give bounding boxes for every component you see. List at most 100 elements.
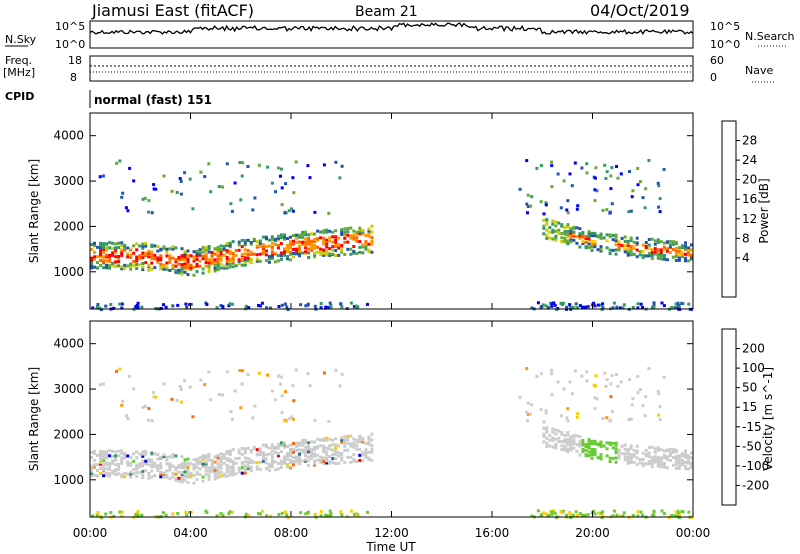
velocity-ylabel: Slant Range [km]	[27, 367, 41, 471]
echo-cell	[174, 269, 178, 273]
echo-cell	[677, 303, 681, 307]
echo-cell	[364, 240, 368, 244]
echo-cell	[593, 384, 597, 388]
echo-cell	[611, 238, 615, 242]
echo-cell	[216, 254, 220, 258]
echo-cell	[313, 255, 317, 259]
echo-cell	[355, 460, 359, 463]
echo-cell	[355, 444, 359, 448]
echo-cell	[578, 453, 582, 457]
echo-cell	[150, 460, 154, 464]
echo-cell	[228, 257, 232, 261]
echo-cell	[243, 447, 247, 451]
echo-cell	[141, 262, 145, 265]
echo-cell	[358, 232, 362, 236]
echo-cell	[647, 254, 651, 258]
echo-cell	[355, 306, 359, 310]
time-axis-label: Time UT	[365, 540, 416, 554]
echo-cell	[105, 456, 109, 460]
echo-cell	[310, 246, 314, 250]
echo-cell	[207, 477, 211, 481]
echo-cell	[569, 227, 573, 231]
echo-cell	[201, 250, 205, 254]
echo-cell	[111, 459, 115, 463]
echo-cell	[585, 370, 589, 374]
echo-cell	[680, 255, 684, 259]
echo-cell	[338, 176, 342, 180]
echo-cell	[590, 231, 594, 235]
echo-cell	[177, 256, 181, 259]
echo-cell	[147, 255, 151, 259]
echo-cell	[298, 452, 301, 456]
echo-cell	[638, 250, 642, 254]
echo-cell	[662, 253, 666, 257]
echo-cell	[544, 409, 548, 413]
echo-cell	[539, 514, 543, 518]
echo-cell	[126, 463, 130, 467]
echo-cell	[264, 453, 268, 457]
echo-cell	[168, 455, 172, 459]
echo-cell	[295, 460, 298, 464]
echo-cell	[612, 301, 616, 305]
echo-cell	[231, 265, 235, 269]
echo-cell	[629, 245, 633, 249]
echo-cell	[159, 247, 163, 251]
echo-cell	[635, 456, 639, 460]
echo-cell	[565, 513, 569, 517]
echo-cell	[217, 185, 221, 188]
echo-cell	[207, 264, 211, 268]
echo-cell	[361, 230, 365, 234]
echo-cell	[560, 432, 564, 436]
echo-cell	[102, 260, 106, 263]
echo-cell	[343, 233, 347, 237]
echo-cell	[629, 444, 633, 448]
echo-cell	[553, 511, 557, 515]
echo-cell	[180, 464, 184, 468]
echo-cell	[668, 243, 672, 247]
echo-cell	[201, 246, 205, 250]
echo-cell	[615, 513, 619, 517]
echo-cell	[687, 246, 690, 250]
echo-cell	[279, 382, 282, 386]
echo-cell	[162, 303, 165, 307]
echo-cell	[292, 463, 295, 467]
echo-cell	[162, 455, 166, 459]
echo-cell	[319, 455, 323, 459]
echo-cell	[210, 262, 214, 266]
echo-cell	[225, 468, 229, 471]
echo-cell	[276, 444, 280, 448]
echo-cell	[147, 407, 151, 411]
echo-cell	[237, 248, 241, 252]
echo-cell	[120, 403, 124, 407]
echo-cell	[581, 242, 585, 246]
echo-cell	[174, 258, 178, 262]
echo-cell	[246, 256, 250, 260]
echo-cell	[109, 303, 113, 306]
echo-cell	[289, 242, 292, 246]
echo-cell	[352, 444, 356, 448]
echo-cell	[175, 399, 179, 402]
echo-cell	[346, 435, 350, 438]
echo-cell	[186, 473, 190, 477]
echo-cell	[126, 264, 130, 268]
echo-cell	[90, 466, 93, 470]
echo-cell	[283, 459, 286, 463]
echo-cell	[544, 304, 548, 308]
echo-cell	[264, 249, 268, 253]
echo-cell	[668, 447, 672, 451]
echo-cell	[674, 258, 678, 262]
y-tick-label: 4000	[53, 337, 84, 351]
echo-cell	[560, 224, 564, 228]
echo-cell	[610, 374, 614, 377]
echo-cell	[120, 244, 124, 248]
echo-cell	[280, 186, 284, 190]
echo-cell	[237, 259, 241, 263]
echo-cell	[325, 459, 329, 463]
echo-cell	[530, 306, 534, 310]
echo-cell	[563, 225, 567, 229]
echo-cell	[138, 471, 142, 475]
echo-cell	[337, 253, 341, 257]
echo-cell	[325, 436, 329, 440]
echo-cell	[111, 251, 115, 255]
echo-cell	[671, 248, 675, 251]
